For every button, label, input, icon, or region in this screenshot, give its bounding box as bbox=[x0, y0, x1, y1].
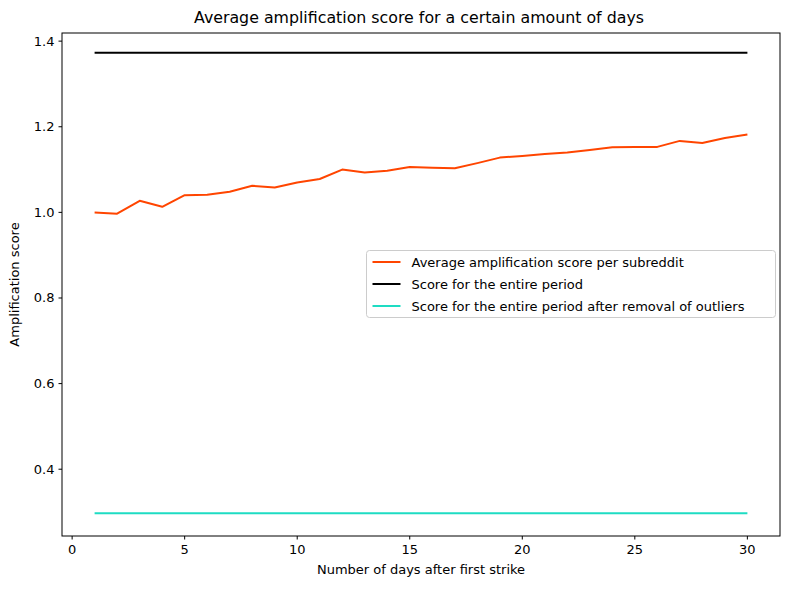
x-tick-label: 15 bbox=[401, 542, 418, 557]
y-tick-label: 1.4 bbox=[34, 34, 55, 49]
chart: 0 5 10 15 20 25 30 0.4 0.6 0.8 1.0 1.2 1.4 Average … bbox=[0, 0, 790, 590]
x-tick-label: 20 bbox=[514, 542, 531, 557]
y-tick-label: 0.6 bbox=[34, 376, 55, 391]
y-tick-label: 1.2 bbox=[34, 119, 55, 134]
x-tick-label: 5 bbox=[181, 542, 189, 557]
y-tick-label: 1.0 bbox=[34, 205, 55, 220]
x-tick-label: 25 bbox=[627, 542, 644, 557]
x-axis-label: Number of days after first strike bbox=[317, 562, 525, 577]
legend: Average amplification score per subreddi… bbox=[367, 251, 776, 318]
legend-label-2: Score for the entire period after remova… bbox=[412, 299, 745, 314]
x-tick-label: 0 bbox=[68, 542, 76, 557]
legend-label-1: Score for the entire period bbox=[412, 277, 584, 292]
y-tick-label: 0.4 bbox=[34, 462, 55, 477]
chart-title: Average amplification score for a certai… bbox=[194, 8, 644, 27]
y-tick-label: 0.8 bbox=[34, 290, 55, 305]
x-tick-label: 10 bbox=[289, 542, 306, 557]
legend-label-0: Average amplification score per subreddi… bbox=[412, 255, 684, 270]
y-axis-label: Amplification score bbox=[7, 222, 22, 346]
x-tick-label: 30 bbox=[739, 542, 756, 557]
figure: 0 5 10 15 20 25 30 0.4 0.6 0.8 1.0 1.2 1.4 Average … bbox=[0, 0, 790, 590]
